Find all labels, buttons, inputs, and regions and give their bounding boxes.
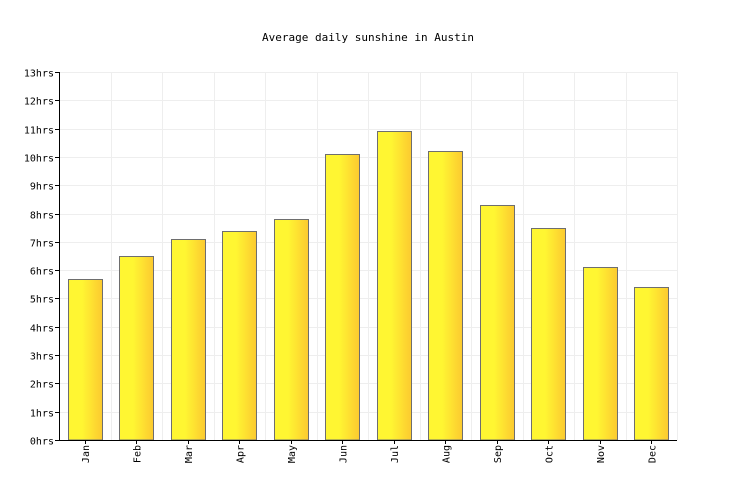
y-tick-label: 5hrs [30, 295, 54, 306]
grid-lines [59, 72, 678, 440]
y-tick-label: 7hrs [30, 239, 54, 250]
y-tick-label: 8hrs [30, 211, 54, 222]
x-tick-label: Dec [647, 445, 658, 463]
bar-sep [480, 205, 515, 441]
bars [68, 131, 669, 441]
chart-title: Average daily sunshine in Austin [262, 31, 474, 44]
y-tick-label: 12hrs [24, 97, 54, 108]
y-tick-label: 3hrs [30, 352, 54, 363]
bar-jul [377, 131, 412, 441]
x-tick-label: Apr [235, 445, 246, 463]
x-tick-label: May [287, 445, 298, 463]
bar-aug [428, 151, 463, 441]
bar-may [274, 219, 309, 441]
y-axis-ticks: 0hrs 1hrs 2hrs 3hrs 4hrs 5hrs 6hrs 7hrs 8hrs 9hrs… [24, 69, 59, 448]
bar-nov [583, 267, 618, 441]
y-tick-label: 11hrs [24, 126, 54, 137]
y-tick-label: 6hrs [30, 267, 54, 278]
x-tick-label: Mar [184, 445, 195, 463]
x-tick-label: Feb [132, 445, 143, 463]
bar-dec [634, 287, 669, 441]
x-tick-label: Jul [390, 445, 401, 463]
bar-mar [171, 239, 206, 441]
x-tick-label: Jan [81, 445, 92, 463]
bar-apr [222, 231, 257, 441]
axes [59, 72, 677, 441]
bar-jun [325, 154, 360, 441]
y-tick-label: 13hrs [24, 69, 54, 80]
x-tick-label: Aug [441, 445, 452, 463]
y-tick-label: 0hrs [30, 437, 54, 448]
y-tick-label: 10hrs [24, 154, 54, 165]
bar-oct [531, 228, 566, 441]
bar-feb [119, 256, 154, 441]
y-tick-label: 4hrs [30, 324, 54, 335]
x-tick-label: Oct [544, 445, 555, 463]
y-tick-label: 9hrs [30, 182, 54, 193]
x-axis-ticks: Jan Feb Mar Apr May Jun Jul Aug Sep Oct Nov Dec [81, 440, 658, 463]
bar-jan [68, 279, 103, 441]
x-tick-label: Nov [596, 445, 607, 463]
y-tick-label: 1hrs [30, 409, 54, 420]
x-tick-label: Sep [493, 445, 504, 463]
x-tick-label: Jun [338, 445, 349, 463]
y-tick-label: 2hrs [30, 380, 54, 391]
